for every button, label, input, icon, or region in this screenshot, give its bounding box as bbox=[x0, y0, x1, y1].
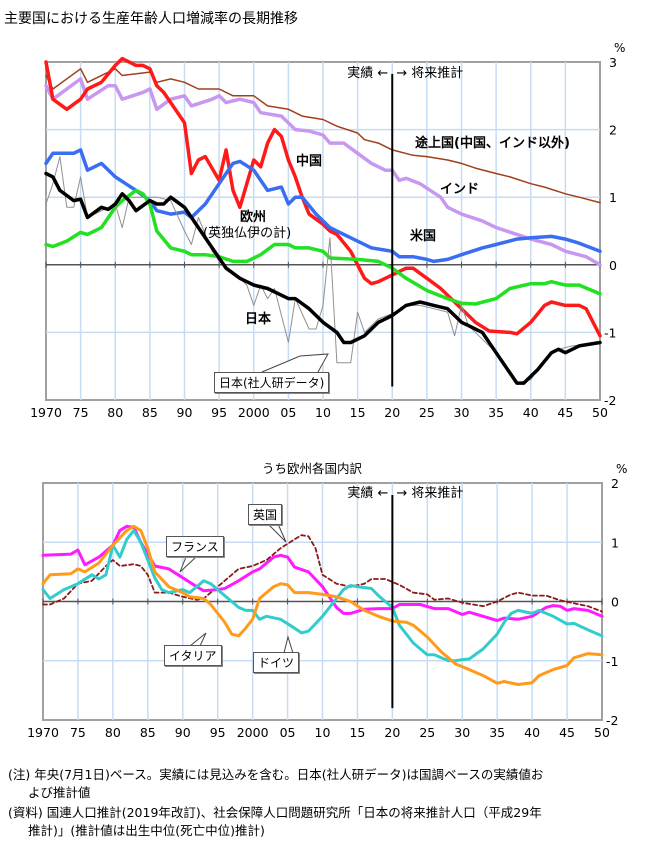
x-tick-label: 75 bbox=[70, 725, 86, 740]
callout-pointer bbox=[179, 556, 197, 573]
x-tick-label: 35 bbox=[489, 725, 505, 740]
note-line2: よび推計値 bbox=[28, 785, 91, 800]
y-tick-label: 1 bbox=[609, 190, 617, 205]
x-tick-label: 90 bbox=[175, 725, 191, 740]
label-actual: 実績 ← bbox=[347, 65, 388, 81]
x-tick-label: 45 bbox=[559, 725, 575, 740]
series-line-途上国(中国、インド以外) bbox=[45, 68, 601, 204]
label-uk: 英国 bbox=[248, 504, 283, 525]
x-tick-label: 05 bbox=[280, 405, 296, 420]
callout-pointer bbox=[283, 635, 294, 654]
label-actual: 実績 ← bbox=[347, 485, 388, 501]
label-us: 米国 bbox=[410, 229, 437, 244]
series-line-イタリア bbox=[41, 524, 604, 686]
callout-pointer bbox=[261, 353, 329, 373]
x-tick-label: 10 bbox=[315, 725, 331, 740]
source-line1: (資料) 国連人口推計(2019年改訂)、社会保障人口問題研究所「日本の将来推計… bbox=[8, 805, 542, 820]
x-tick-label: 80 bbox=[105, 725, 121, 740]
label-europe: 欧州 bbox=[240, 210, 267, 225]
label-italy: イタリア bbox=[164, 645, 222, 666]
x-tick-label: 15 bbox=[349, 725, 365, 740]
series-line-日本 bbox=[44, 171, 602, 385]
x-tick-label: 15 bbox=[350, 405, 366, 420]
x-tick-label: 25 bbox=[419, 725, 435, 740]
x-tick-label: 95 bbox=[210, 725, 226, 740]
x-tick-label: 2000 bbox=[237, 725, 269, 740]
label-germany: ドイツ bbox=[253, 652, 300, 673]
callout-pointer bbox=[189, 632, 207, 647]
series-line-欧州(英独仏伊の計) bbox=[44, 188, 602, 306]
label-projection: → 将来推計 bbox=[396, 485, 463, 501]
label-china: 中国 bbox=[296, 154, 323, 169]
source-line2: 推計)」(推計値は出生中位(死亡中位)推計) bbox=[28, 823, 265, 838]
label-europe-sub: (英独仏伊の計) bbox=[203, 226, 292, 241]
y-tick-label: 0 bbox=[611, 595, 619, 610]
series-line-英国 bbox=[42, 534, 603, 613]
x-tick-label: 85 bbox=[142, 405, 158, 420]
series-line-中国 bbox=[44, 56, 602, 338]
x-tick-label: 30 bbox=[454, 725, 470, 740]
x-tick-label: 95 bbox=[211, 405, 227, 420]
y-tick-label: 2 bbox=[611, 476, 619, 491]
x-tick-label: 80 bbox=[107, 405, 123, 420]
series-line-米国 bbox=[44, 148, 602, 264]
x-tick-label: 25 bbox=[419, 405, 435, 420]
x-tick-label: 50 bbox=[592, 405, 608, 420]
y-tick-label: 1 bbox=[611, 535, 619, 550]
x-tick-label: 1970 bbox=[27, 725, 59, 740]
y-tick-label: -2 bbox=[604, 393, 616, 408]
y-tick-label: -2 bbox=[606, 713, 618, 728]
chart-title: 主要国における生産年齢人口増減率の長期推移 bbox=[4, 11, 298, 27]
subchart-title: うち欧州各国内訳 bbox=[262, 461, 363, 476]
label-developing: 途上国(中国、インド以外) bbox=[415, 136, 570, 151]
x-tick-label: 85 bbox=[140, 725, 156, 740]
series-line-ドイツ bbox=[41, 528, 604, 663]
y-unit-label: % bbox=[614, 41, 625, 55]
series-line-日本(社人研データ) bbox=[45, 156, 601, 384]
label-projection: → 将来推計 bbox=[396, 65, 463, 81]
x-tick-label: 40 bbox=[524, 725, 540, 740]
x-tick-label: 90 bbox=[177, 405, 193, 420]
x-tick-label: 20 bbox=[384, 405, 400, 420]
y-tick-label: -1 bbox=[604, 325, 616, 340]
label-japan: 日本 bbox=[245, 312, 272, 327]
callout-pointer bbox=[267, 523, 287, 543]
label-india: インド bbox=[440, 182, 480, 197]
x-tick-label: 45 bbox=[557, 405, 573, 420]
label-japan-ipss: 日本(社人研データ) bbox=[214, 372, 330, 393]
x-tick-label: 20 bbox=[384, 725, 400, 740]
chart-top: 1970 75 80 85 90 95 2000 05 10 15 20 25 30 35 40 45 5032… bbox=[30, 41, 625, 420]
y-tick-label: -1 bbox=[606, 654, 618, 669]
x-tick-label: 30 bbox=[454, 405, 470, 420]
x-tick-label: 35 bbox=[488, 405, 504, 420]
x-tick-label: 50 bbox=[594, 725, 610, 740]
label-france: フランス bbox=[166, 536, 224, 557]
series-line-インド bbox=[44, 77, 602, 267]
x-tick-label: 2000 bbox=[238, 405, 270, 420]
x-tick-label: 10 bbox=[315, 405, 331, 420]
x-tick-label: 75 bbox=[73, 405, 89, 420]
y-tick-label: 3 bbox=[609, 55, 617, 70]
x-tick-label: 05 bbox=[280, 725, 296, 740]
x-tick-label: 1970 bbox=[30, 405, 62, 420]
y-tick-label: 2 bbox=[609, 123, 617, 138]
y-unit-label: % bbox=[616, 462, 627, 476]
y-tick-label: 0 bbox=[609, 258, 617, 273]
x-tick-label: 40 bbox=[523, 405, 539, 420]
note-line1: (注) 年央(7月1日)ベース。実績には見込みを含む。日本(社人研データ)は国調… bbox=[8, 767, 544, 782]
